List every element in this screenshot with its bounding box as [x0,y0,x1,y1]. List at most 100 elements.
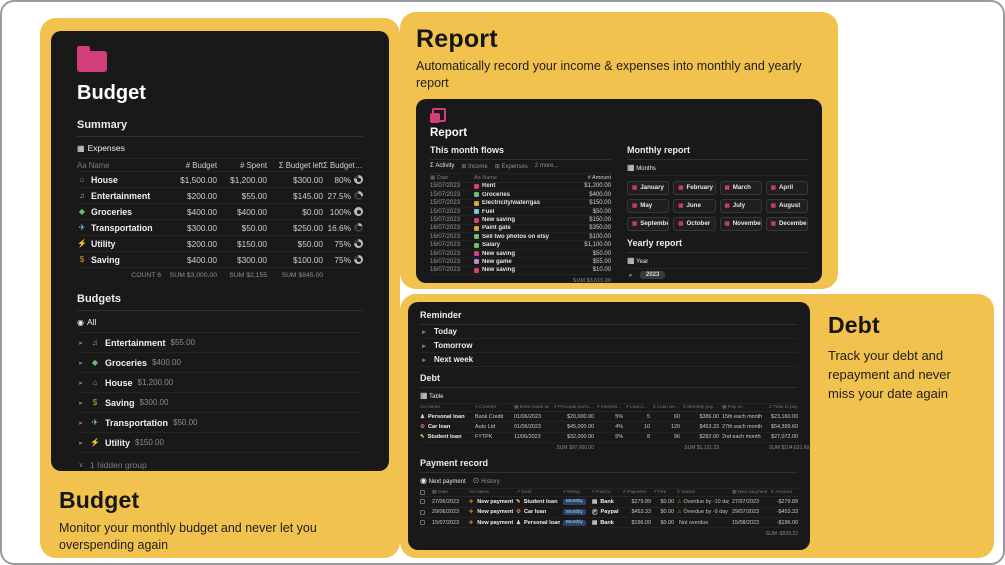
debt-row[interactable]: ✎ Student loan FYTPK 11/06/2023 $32,000.0… [420,433,798,444]
month-card[interactable]: ▦ December [765,216,808,231]
column-header[interactable]: # Interest rate [597,405,623,410]
column-header[interactable]: ≡ Billing [563,490,580,496]
flow-row[interactable]: 15/07/2023 Groceries $400.00 [430,191,611,200]
column-header[interactable]: Σ Loan term (month) [653,405,680,410]
budget-group-row[interactable]: ▸ ♫ Entertainment $55.00 [77,333,363,353]
expand-toggle-icon[interactable]: ▸ [79,359,83,367]
expand-toggle-icon[interactable]: ▸ [79,419,83,427]
select-all-checkbox[interactable] [420,490,425,496]
month-card[interactable]: ▦ February [673,180,716,195]
budget-group-row[interactable]: ▸ ⌂ House $1,200.00 [77,373,363,393]
flow-row[interactable]: 15/07/2023 Rent $1,200.00 [430,183,611,192]
column-header-spent[interactable]: # Spent [240,160,267,170]
column-header[interactable]: ≡ Paid to [592,490,612,496]
column-header-date[interactable]: ▦ Date [430,174,449,181]
tab-next-payment[interactable]: ◉ Next payment [420,476,466,485]
column-header[interactable]: ≡ Creditor [475,405,497,410]
tab-history[interactable]: ⊙ History [473,476,500,485]
column-header[interactable]: # Fee [654,490,667,496]
month-card[interactable]: ▦ August [765,198,808,213]
expense-row[interactable]: ◆ Groceries $400.00 $400.00 $0.00 100% [77,204,363,220]
tab-all[interactable]: ◉ All [77,317,96,327]
budget-group-row[interactable]: ▸ ⚡ Utility $150.00 [77,433,363,453]
tab-expenses[interactable]: ▦ Expenses [77,143,125,153]
column-header-name[interactable]: Aa Name [77,160,110,170]
flow-row[interactable]: 16/07/2023 New saving $50.00 [430,250,611,259]
tab-activity[interactable]: Σ Activity [430,163,455,170]
column-header[interactable]: ▦ Debt made at [514,405,549,410]
year-group-row[interactable]: ▸2022 [627,281,808,283]
debt-row[interactable]: ♟ Personal loan Bank Credit 01/06/2023 $2… [420,412,798,423]
column-header[interactable]: Aa Name [420,405,440,410]
expand-toggle-icon[interactable]: ▸ [79,399,83,407]
column-header-budget[interactable]: # Budget [185,160,217,170]
expense-row[interactable]: ⌂ House $1,500.00 $1,200.00 $300.00 80% [77,172,363,188]
column-header[interactable]: Aa Name [469,490,489,496]
tab-months[interactable]: ▦ Months [627,163,656,172]
year-group-row[interactable]: ▸ 2023 [627,269,808,281]
expand-toggle-icon[interactable]: ▸ [79,439,83,447]
month-card[interactable]: ▦ June [673,198,716,213]
budget-group-row[interactable]: ▸ ✈ Transportation $50.00 [77,413,363,433]
column-header[interactable]: Σ Monthly payment [683,405,719,410]
row-checkbox[interactable] [420,499,425,505]
column-header[interactable]: ▦ Next payment [732,490,768,496]
payment-row[interactable]: 15/07/2023 ✚ New payment ♟ Personal loan M… [420,518,798,529]
column-header-amount[interactable]: # Amount [587,174,611,181]
expand-toggle-icon[interactable]: ▸ [422,356,426,364]
column-header-name[interactable]: Aa Name [474,174,497,181]
month-card[interactable]: ▦ March [719,180,762,195]
flow-row[interactable]: 16/07/2023 Salary $1,100.00 [430,241,611,250]
flow-row[interactable]: 16/07/2023 Paint gate $350.00 [430,225,611,234]
payment-row[interactable]: 29/06/2023 ✚ New payment ⚙ Car loan Monthl… [420,508,798,518]
row-checkbox[interactable] [420,509,425,515]
column-header[interactable]: Σ Total to pay [769,405,798,410]
expand-toggle-icon[interactable]: ▸ [629,271,633,279]
expense-row[interactable]: ✈ Transportation $300.00 $50.00 $250.00 1… [77,220,363,236]
payment-row[interactable]: 27/06/2023 ✚ New payment ✎ Student loan Mo… [420,497,798,508]
month-card[interactable]: ▦ September [627,216,670,231]
expand-toggle-icon[interactable]: ▸ [422,328,426,336]
budget-group-row[interactable]: ▸ ◆ Groceries $400.00 [77,353,363,373]
month-card[interactable]: ▦ January [627,180,670,195]
tab-more[interactable]: 2 more... [534,163,559,170]
reminder-group-row[interactable]: ▸ Next week [420,353,798,367]
column-header[interactable]: # Principal borrowed [554,405,594,410]
budget-group-row[interactable]: ▸ $ Saving $300.00 [77,393,363,413]
column-header[interactable]: ↗ Debt [516,490,532,496]
month-card[interactable]: ▦ April [765,180,808,195]
column-header[interactable]: Σ Status [677,490,695,496]
month-card[interactable]: ▦ May [627,198,670,213]
month-card[interactable]: ▦ November [719,216,762,231]
flow-row[interactable]: 16/07/2023 Sell two photos on etsy $100.… [430,233,611,242]
column-header[interactable]: ▦ Pay on [722,405,743,410]
expand-toggle-icon[interactable]: ▸ [422,342,426,350]
expand-toggle-icon[interactable]: ▸ [79,379,83,387]
flow-row[interactable]: 15/07/2023 New saving $150.00 [430,216,611,225]
column-header[interactable]: # Loan term (years) [626,405,650,410]
hidden-group-row[interactable]: ∨ 1 hidden group [77,453,363,470]
expense-row[interactable]: ♫ Entertainment $200.00 $55.00 $145.00 27… [77,188,363,204]
row-checkbox[interactable] [420,520,425,526]
flow-row[interactable]: 16/07/2023 New saving $10.00 [430,267,611,276]
tab-table[interactable]: ▦ Table [420,391,443,400]
reminder-group-row[interactable]: ▸ Tomorrow [420,339,798,353]
expense-row[interactable]: ⚡ Utility $200.00 $150.00 $50.00 75% [77,236,363,252]
tab-year[interactable]: ▦ Year [627,256,648,265]
month-card[interactable]: ▦ October [673,216,716,231]
flow-row[interactable]: 15/07/2023 Electricity/water/gas $150.00 [430,200,611,208]
expense-row[interactable]: $ Saving $400.00 $300.00 $100.00 75% [77,252,363,268]
expand-toggle-icon[interactable]: ▸ [79,339,83,347]
column-header-budget-left[interactable]: Σ Budget left [278,160,323,170]
tab-income[interactable]: ⊞ Income [461,163,488,170]
month-card[interactable]: ▦ July [719,198,762,213]
reminder-group-row[interactable]: ▸ Today [420,325,798,339]
column-header[interactable]: ▦ Date [432,490,448,496]
flow-row[interactable]: 16/07/2023 New game $55.00 [430,258,611,267]
flow-row[interactable]: 15/07/2023 Fuel $50.00 [430,208,611,217]
column-header[interactable]: # Payment [623,490,646,496]
tab-expenses[interactable]: ⊞ Expenses [494,163,528,170]
column-header-budget-used[interactable]: Σ Budget u... [323,160,363,170]
debt-row[interactable]: ⚙ Car loan Auto Ltd 01/06/2023 $45,000.00… [420,422,798,433]
column-header[interactable]: Σ Amount [771,490,792,496]
